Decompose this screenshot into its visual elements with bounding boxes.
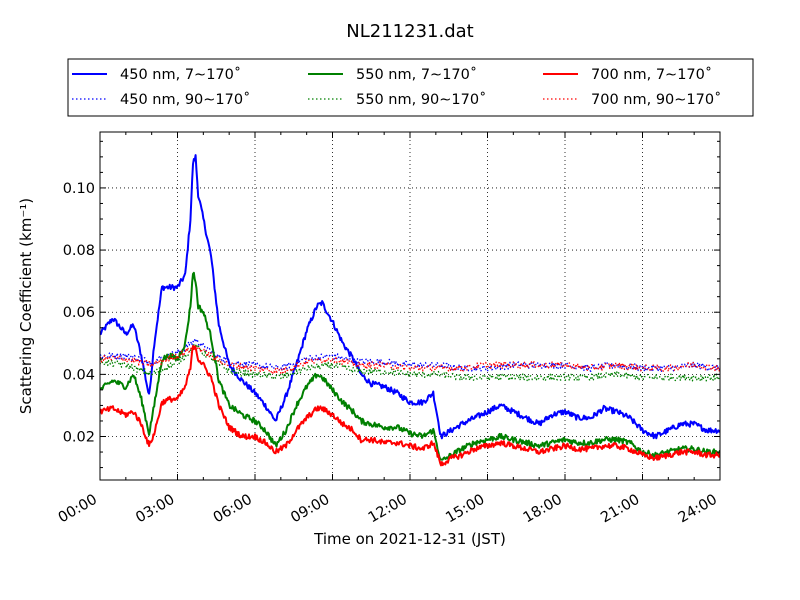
- x-tick-label: 06:00: [211, 492, 255, 527]
- series-group: [100, 154, 720, 467]
- series-line-3: [100, 271, 720, 461]
- series-line-6: [100, 343, 720, 375]
- y-tick-label: 0.08: [63, 243, 95, 259]
- legend-label-3: 550 nm, 7∼170˚: [356, 66, 477, 83]
- x-tick-label: 00:00: [56, 492, 100, 527]
- legend-label-1: 450 nm, 7∼170˚: [120, 66, 241, 83]
- x-tick-label: 12:00: [366, 492, 410, 527]
- x-tick-label: 09:00: [288, 492, 332, 527]
- x-tick-label: 18:00: [521, 492, 565, 527]
- y-tick-label: 0.02: [63, 430, 95, 446]
- y-axis-label: Scattering Coefficient (km⁻¹): [17, 198, 35, 414]
- legend-label-4: 550 nm, 90∼170˚: [356, 91, 486, 108]
- x-tick-label: 21:00: [598, 492, 642, 527]
- x-tick-label: 03:00: [133, 492, 177, 527]
- series-line-2: [100, 338, 720, 373]
- legend-label-5: 700 nm, 7∼170˚: [591, 66, 712, 83]
- legend-label-6: 700 nm, 90∼170˚: [591, 91, 721, 108]
- legend: 450 nm, 7∼170˚ 450 nm, 90∼170˚ 550 nm, 7∼1…: [67, 58, 754, 117]
- y-tick-label: 0.10: [63, 181, 95, 197]
- series-line-5: [100, 345, 720, 467]
- chart-title: NL211231.dat: [346, 21, 473, 42]
- y-tick-label: 0.06: [63, 305, 95, 321]
- y-tick-label: 0.04: [63, 367, 95, 383]
- x-tick-label: 24:00: [676, 492, 720, 527]
- legend-label-2: 450 nm, 90∼170˚: [120, 91, 250, 108]
- grid: [100, 132, 720, 480]
- series-line-1: [100, 154, 720, 440]
- x-axis-label: Time on 2021-12-31 (JST): [313, 530, 506, 548]
- legend-box: [67, 58, 754, 117]
- x-tick-label: 15:00: [443, 492, 487, 527]
